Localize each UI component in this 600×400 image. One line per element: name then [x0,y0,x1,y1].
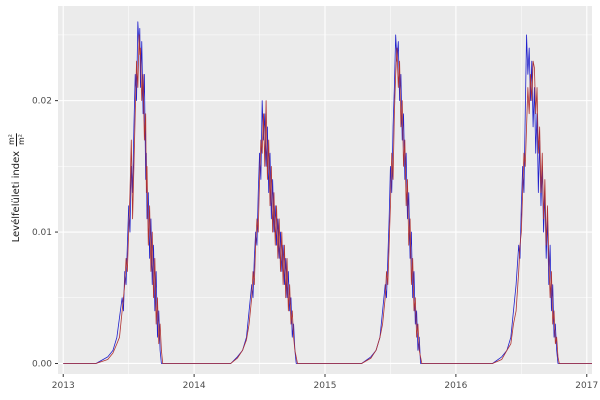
x-tick-label: 2017 [575,381,598,391]
x-tick-label: 2016 [444,381,467,391]
x-tick-label: 2013 [52,381,75,391]
y-tick-label: 0.02 [32,97,52,107]
x-tick-label: 2015 [314,381,337,391]
x-tick-label: 2014 [183,381,206,391]
y-tick-label: 0.01 [32,228,52,238]
y-tick-label: 0.00 [32,359,52,369]
series-red-line [63,34,592,364]
